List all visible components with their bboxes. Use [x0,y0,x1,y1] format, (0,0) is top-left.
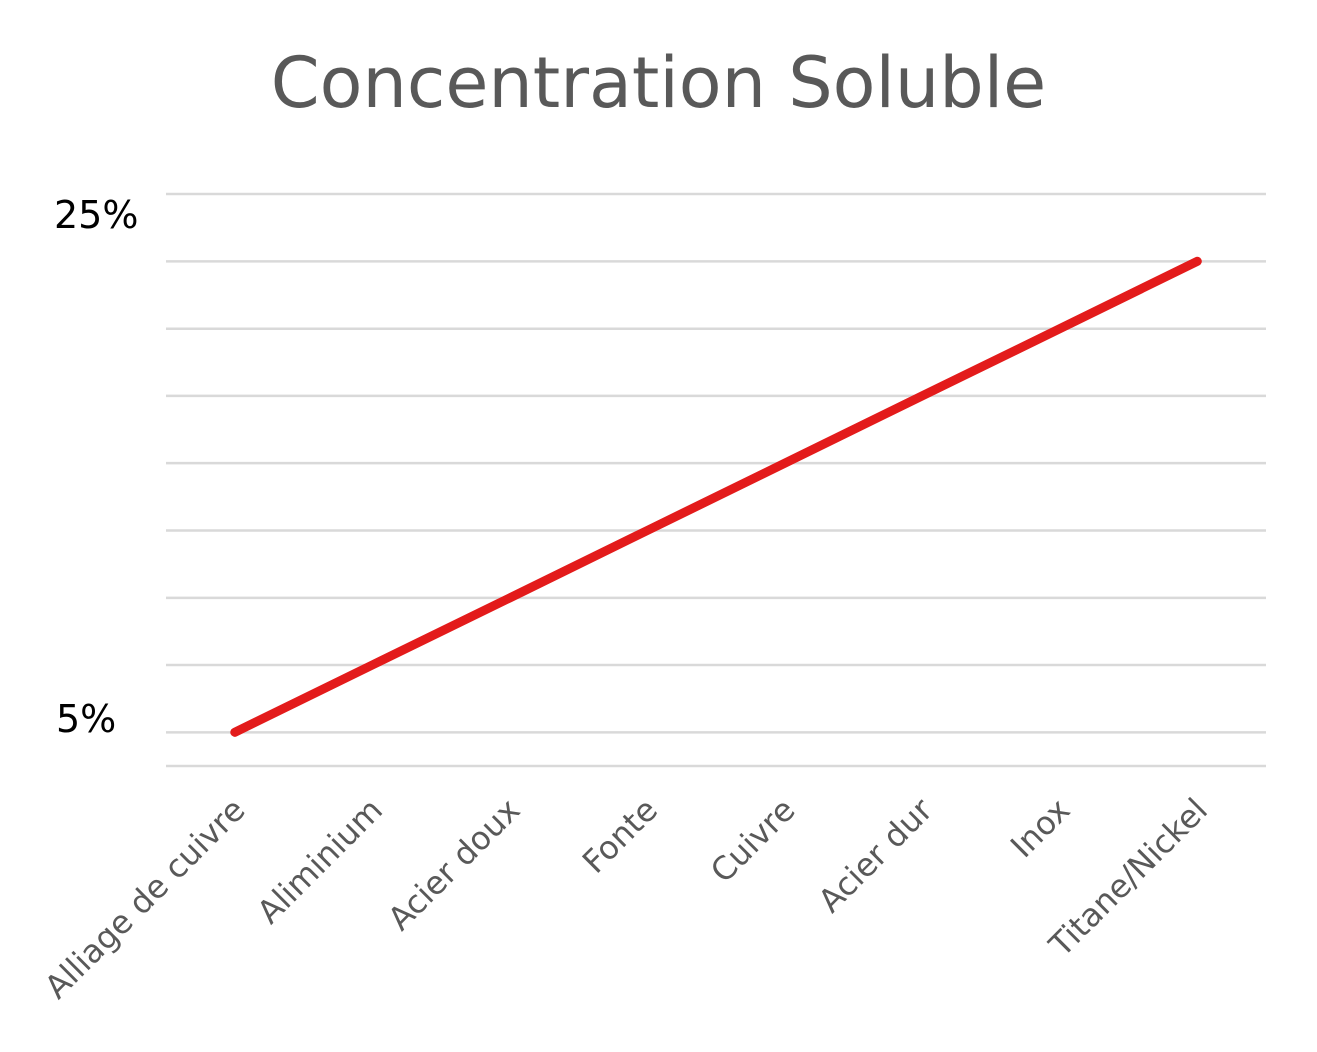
x-tick-label-2: Acier doux [380,791,527,938]
x-tick-label-3: Fonte [575,791,665,881]
gridlines [166,192,1266,768]
x-tick-label-0: Alliage de cuivre [37,791,252,1006]
series-line-0 [230,256,1202,737]
y-tick-label-bottom: 5% [56,697,117,741]
x-tick-label-6: Inox [1003,791,1077,865]
y-tick-label-top: 25% [54,193,139,237]
chart-title: Concentration Soluble [270,42,1047,124]
x-tick-label-4: Cuivre [703,791,802,890]
x-tick-label-5: Acier dur [811,790,941,920]
x-tick-label-1: Aliminium [250,791,390,931]
series-layer [230,256,1202,737]
